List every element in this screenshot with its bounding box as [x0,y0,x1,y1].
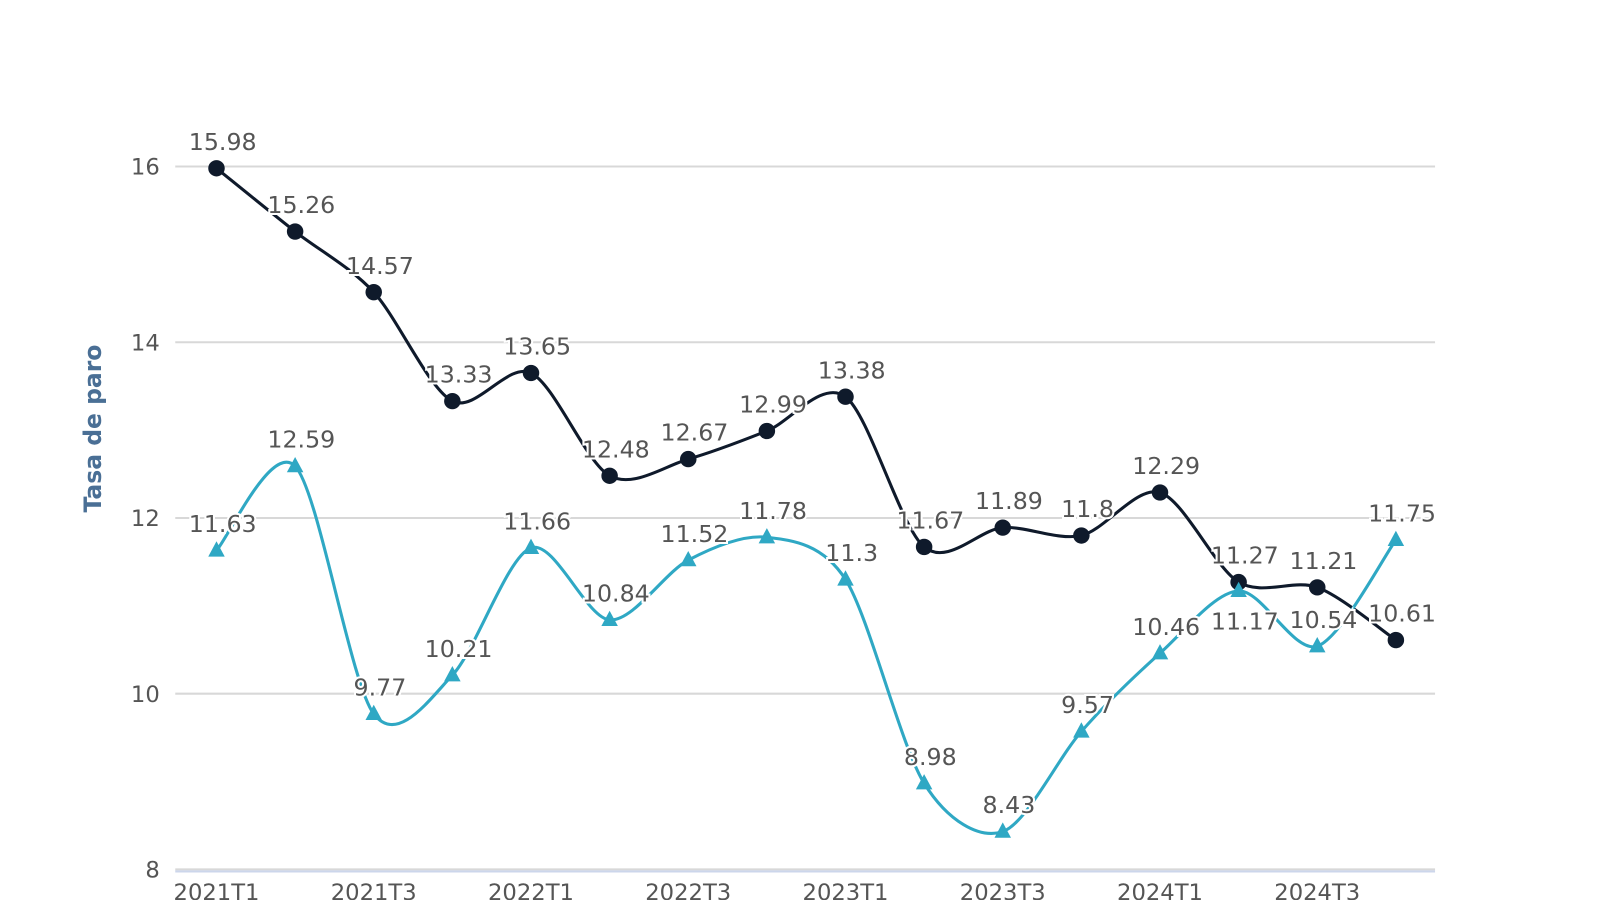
data-point-marker [1309,579,1326,596]
data-point-marker [1073,527,1090,544]
data-point-marker [915,538,933,556]
y-tick-label: 18 [131,0,160,5]
data-point-marker [994,822,1011,838]
data-point-marker [601,610,618,626]
data-label: 14.57 [346,252,414,280]
x-tick-label: 2023T3 [960,880,1046,900]
data-point-marker [837,388,854,405]
data-point-marker [286,456,304,473]
data-label: 10.84 [582,580,650,608]
data-point-marker [1073,722,1090,738]
x-tick-label: 2024T3 [1274,880,1360,900]
x-tick-label: 2023T1 [803,880,889,900]
x-tick-label: 2022T1 [488,880,574,900]
data-label: 11.66 [503,508,571,536]
data-label: 12.99 [739,391,807,419]
data-label: 11.17 [1211,608,1279,636]
x-tick-label: 2021T1 [174,880,260,900]
data-label: 11.63 [189,510,257,538]
data-point-marker [758,422,776,440]
data-label: 12.29 [1132,452,1200,480]
data-label: 13.65 [503,333,571,361]
data-label: 12.48 [582,436,650,464]
x-tick-label: 2024T1 [1117,880,1203,900]
data-point-marker [365,284,382,301]
data-label: 11.89 [975,487,1043,515]
data-label: 9.57 [1061,691,1114,719]
data-label: 10.61 [1368,600,1436,628]
data-point-marker [1387,631,1405,649]
data-label: 11.27 [1211,542,1279,570]
x-axis-ticks: 2021T1 2021T3 2022T1 2022T3 2023T1 2023T3 2024… [174,880,1361,900]
series-line-1 [215,167,1397,642]
x-tick-label: 2021T3 [331,880,417,900]
data-label: 10.21 [425,635,493,663]
data-point-marker [1151,484,1169,501]
y-tick-label: 14 [131,331,160,357]
data-label: 8.98 [904,743,957,771]
data-point-marker [208,160,225,177]
data-point-marker [1230,581,1247,598]
data-point-marker [915,774,933,790]
data-point-marker [1387,530,1405,547]
data-point-marker [837,570,854,586]
data-label: 11.67 [896,507,964,535]
x-tick-label: 2022T3 [645,880,731,900]
gridlines [175,165,1436,873]
data-point-marker [601,467,618,484]
data-point-marker [758,528,776,544]
data-label: 15.26 [267,191,335,219]
data-label: 8.43 [983,791,1036,819]
data-label: 11.75 [1368,500,1436,528]
y-tick-label: 16 [131,155,160,181]
data-point-marker [522,538,540,554]
data-label: 11.21 [1290,547,1358,575]
y-tick-label: 10 [131,682,160,708]
data-label: 9.77 [354,674,407,702]
y-axis-ticks: 8 10 12 14 16 18 [131,0,160,884]
data-point-marker [1309,637,1326,653]
y-tick-label: 8 [145,858,159,884]
data-point-marker [1151,644,1169,660]
data-label: 12.67 [661,419,729,447]
series-layer [208,160,1405,838]
data-point-marker [444,392,461,410]
y-tick-label: 12 [131,506,160,532]
data-labels: 15.98 15.26 14.57 13.33 13.65 12.48 12.67 12.99… [187,126,1438,821]
data-label: 10.54 [1290,606,1358,634]
data-point-marker [444,666,461,682]
data-label: 10.46 [1132,613,1200,641]
data-label: 12.59 [267,426,335,454]
data-label: 11.8 [1061,495,1114,523]
data-label: 13.38 [818,356,886,384]
data-label: 15.98 [189,128,257,156]
data-point-marker [522,364,540,382]
data-label: 13.33 [425,361,493,389]
data-point-marker [365,704,382,721]
data-point-marker [680,550,697,567]
y-axis-label: Tasa de paro [79,345,107,513]
data-point-marker [286,223,304,240]
data-point-marker [994,519,1011,536]
data-label: 11.3 [825,539,878,567]
data-label: 11.52 [661,520,729,548]
data-point-marker [680,450,697,468]
data-point-marker [208,541,225,557]
data-label: 11.78 [739,497,807,525]
